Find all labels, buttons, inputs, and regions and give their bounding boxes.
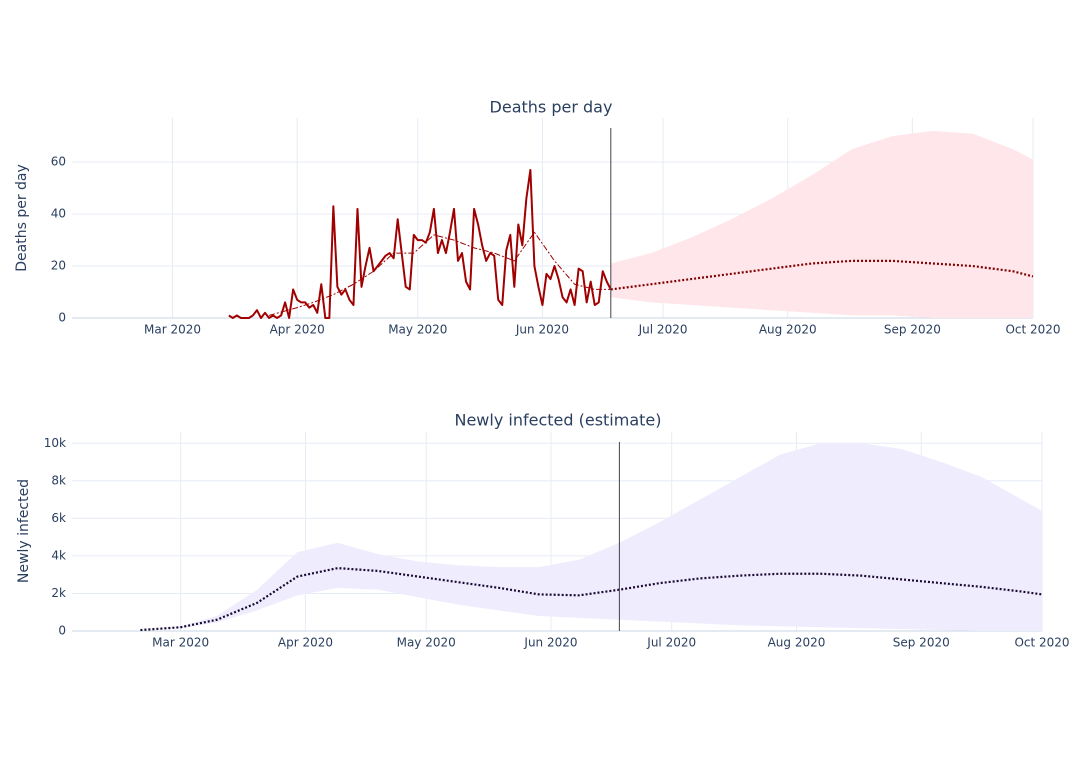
- chart-title: Deaths per day: [490, 98, 613, 117]
- chart-title: Newly infected (estimate): [454, 411, 661, 430]
- y-tick-label: 0: [58, 311, 66, 325]
- x-tick-label: Jun 2020: [515, 323, 569, 337]
- y-tick-label: 60: [51, 155, 66, 169]
- y-tick-label: 0: [58, 624, 66, 638]
- x-tick-label: Jun 2020: [523, 636, 577, 650]
- x-tick-label: Aug 2020: [768, 636, 826, 650]
- x-tick-label: Mar 2020: [152, 636, 209, 650]
- x-tick-label: Jul 2020: [646, 636, 696, 650]
- x-tick-label: Mar 2020: [144, 323, 201, 337]
- x-tick-label: Sep 2020: [884, 323, 941, 337]
- confidence-band: [140, 443, 1043, 631]
- x-tick-label: May 2020: [388, 323, 447, 337]
- x-tick-label: Oct 2020: [1014, 636, 1069, 650]
- y-tick-label: 20: [51, 259, 66, 273]
- series-line: [268, 231, 611, 316]
- y-axis-label: Newly infected: [16, 479, 32, 583]
- y-tick-label: 4k: [51, 548, 66, 562]
- x-tick-label: Oct 2020: [1005, 323, 1060, 337]
- x-tick-label: Sep 2020: [893, 636, 950, 650]
- y-tick-label: 8k: [51, 473, 66, 487]
- y-tick-label: 2k: [51, 586, 66, 600]
- x-tick-label: Aug 2020: [759, 323, 817, 337]
- series-line: [228, 168, 612, 319]
- y-tick-label: 40: [51, 207, 66, 221]
- x-tick-label: Apr 2020: [270, 323, 325, 337]
- y-axis-label: Deaths per day: [14, 164, 30, 272]
- x-tick-label: May 2020: [397, 636, 456, 650]
- confidence-band: [610, 130, 1033, 318]
- series-line: [140, 567, 1043, 632]
- x-tick-label: Jul 2020: [638, 323, 688, 337]
- x-tick-label: Apr 2020: [278, 636, 333, 650]
- y-tick-label: 10k: [44, 436, 66, 450]
- y-tick-label: 6k: [51, 511, 66, 525]
